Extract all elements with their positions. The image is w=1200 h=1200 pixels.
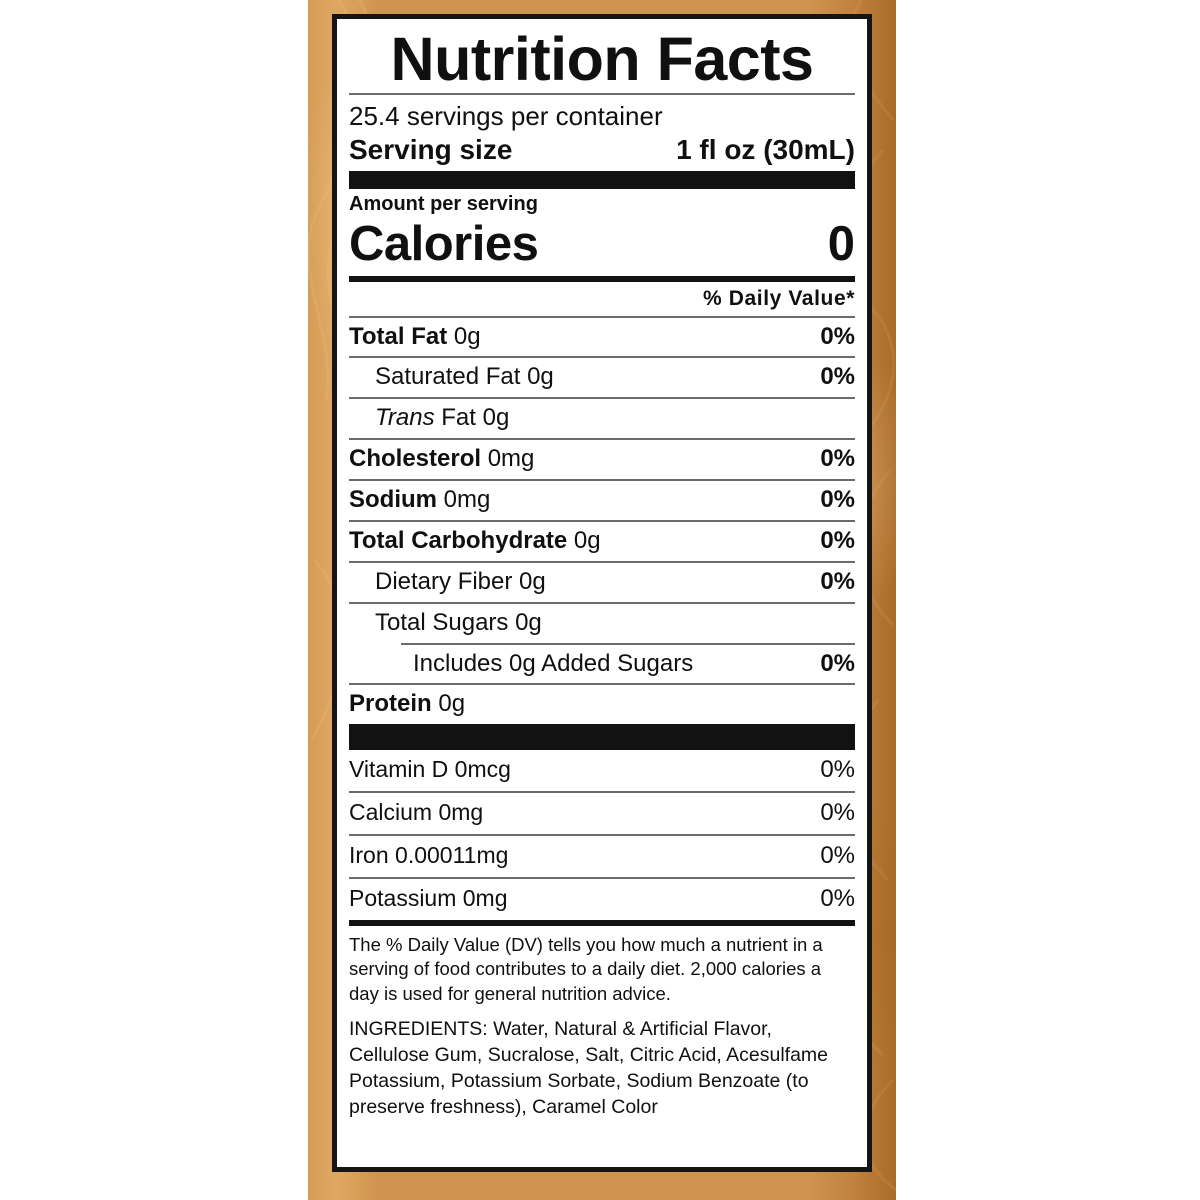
nutrient-row: Dietary Fiber 0g 0% bbox=[349, 563, 855, 602]
divider-above-micronutrient-row bbox=[349, 834, 855, 837]
nutrient-row: Saturated Fat 0g 0% bbox=[349, 358, 855, 397]
panel-title: Nutrition Facts bbox=[390, 25, 814, 93]
nutrient-name: Saturated Fat 0g bbox=[375, 363, 554, 391]
divider-above-nutrient-row bbox=[349, 356, 855, 359]
nutrient-row: Total Fat 0g 0% bbox=[349, 318, 855, 357]
nutrient-row: Sodium 0mg 0% bbox=[349, 481, 855, 520]
nutrient-row: Total Sugars 0g bbox=[349, 604, 855, 643]
divider-above-nutrient-row bbox=[401, 642, 855, 645]
nutrient-name: Includes 0g Added Sugars bbox=[413, 649, 694, 677]
nutrient-row: Cholesterol 0mg 0% bbox=[349, 440, 855, 479]
calories-label: Calories bbox=[349, 216, 539, 271]
amount-per-serving-label: Amount per serving bbox=[349, 192, 538, 215]
nutrient-name: Total Carbohydrate 0g bbox=[349, 526, 601, 554]
micronutrient-rows-container: Vitamin D 0mcg 0% Calcium 0mg 0% Iron 0.0001… bbox=[349, 750, 855, 920]
serving-size-label: Serving size bbox=[349, 133, 513, 165]
divider-above-nutrient-row bbox=[349, 438, 855, 441]
servings-per-container: 25.4 servings per container bbox=[349, 101, 663, 132]
nutrient-name: Cholesterol 0mg bbox=[349, 445, 535, 473]
micronutrient-row: Iron 0.00011mg 0% bbox=[349, 836, 855, 877]
divider-above-nutrient-row bbox=[349, 315, 855, 318]
divider-above-footnote bbox=[349, 919, 855, 926]
divider-above-nutrient-row bbox=[349, 601, 855, 604]
divider-black-before-micros bbox=[349, 724, 855, 751]
nutrient-name: Sodium 0mg bbox=[349, 486, 491, 514]
nutrient-row: Protein 0g bbox=[349, 685, 855, 724]
divider-above-micronutrient-row bbox=[349, 876, 855, 879]
nutrient-row: Total Carbohydrate 0g 0% bbox=[349, 522, 855, 561]
micronutrient-name: Potassium 0mg bbox=[349, 884, 508, 911]
nutrient-name: Total Sugars 0g bbox=[375, 608, 542, 636]
nutrient-daily-value: 0% bbox=[820, 526, 855, 554]
micronutrient-row: Vitamin D 0mcg 0% bbox=[349, 750, 855, 791]
micronutrient-daily-value: 0% bbox=[820, 884, 855, 912]
divider-above-nutrient-row bbox=[349, 479, 855, 482]
nutrient-daily-value: 0% bbox=[820, 649, 855, 677]
micronutrient-row: Potassium 0mg 0% bbox=[349, 879, 855, 920]
divider-under-calories bbox=[349, 275, 855, 282]
nutrient-name-italic-part: Trans bbox=[375, 404, 435, 432]
micronutrient-name: Iron 0.00011mg bbox=[349, 842, 509, 869]
micronutrient-daily-value: 0% bbox=[820, 842, 855, 870]
daily-value-header: % Daily Value* bbox=[703, 286, 855, 310]
divider-above-nutrient-row bbox=[349, 683, 855, 686]
micronutrient-name: Vitamin D 0mcg bbox=[349, 756, 511, 783]
serving-size-row: Serving size 1 fl oz (30mL) bbox=[349, 134, 855, 171]
calories-value: 0 bbox=[827, 216, 855, 271]
calories-row: Calories 0 bbox=[349, 216, 855, 276]
micronutrient-daily-value: 0% bbox=[820, 756, 855, 784]
nutrient-daily-value: 0% bbox=[820, 445, 855, 473]
daily-value-footnote: The % Daily Value (DV) tells you how muc… bbox=[349, 933, 823, 1004]
ingredients-list: INGREDIENTS: Water, Natural & Artificial… bbox=[349, 1017, 829, 1118]
serving-size-value: 1 fl oz (30mL) bbox=[676, 133, 855, 165]
divider-above-nutrient-row bbox=[349, 519, 855, 522]
nutrient-daily-value: 0% bbox=[820, 486, 855, 514]
nutrient-daily-value: 0% bbox=[820, 322, 855, 350]
nutrient-name: Protein 0g bbox=[349, 690, 466, 718]
divider-thick-top bbox=[349, 170, 855, 189]
divider-above-nutrient-row bbox=[349, 397, 855, 400]
nutrition-facts-panel: Nutrition Facts 25.4 servings per contai… bbox=[332, 14, 872, 1172]
nutrient-name: Total Fat 0g bbox=[349, 322, 481, 350]
nutrient-row: Trans Fat 0g bbox=[349, 399, 855, 438]
divider-under-title bbox=[349, 93, 855, 96]
divider-above-nutrient-row bbox=[349, 560, 855, 563]
nutrient-daily-value: 0% bbox=[820, 363, 855, 391]
micronutrient-daily-value: 0% bbox=[820, 799, 855, 827]
micronutrient-name: Calcium 0mg bbox=[349, 799, 484, 826]
divider-above-micronutrient-row bbox=[349, 791, 855, 794]
nutrient-name: Trans Fat 0g bbox=[375, 404, 510, 432]
nutrient-rows-container: Total Fat 0g 0% Saturated Fat 0g 0% Trans Fa… bbox=[349, 315, 855, 725]
nutrient-row: Includes 0g Added Sugars 0% bbox=[349, 645, 855, 684]
micronutrient-row: Calcium 0mg 0% bbox=[349, 793, 855, 834]
nutrient-name: Dietary Fiber 0g bbox=[375, 567, 546, 595]
nutrient-daily-value: 0% bbox=[820, 567, 855, 595]
